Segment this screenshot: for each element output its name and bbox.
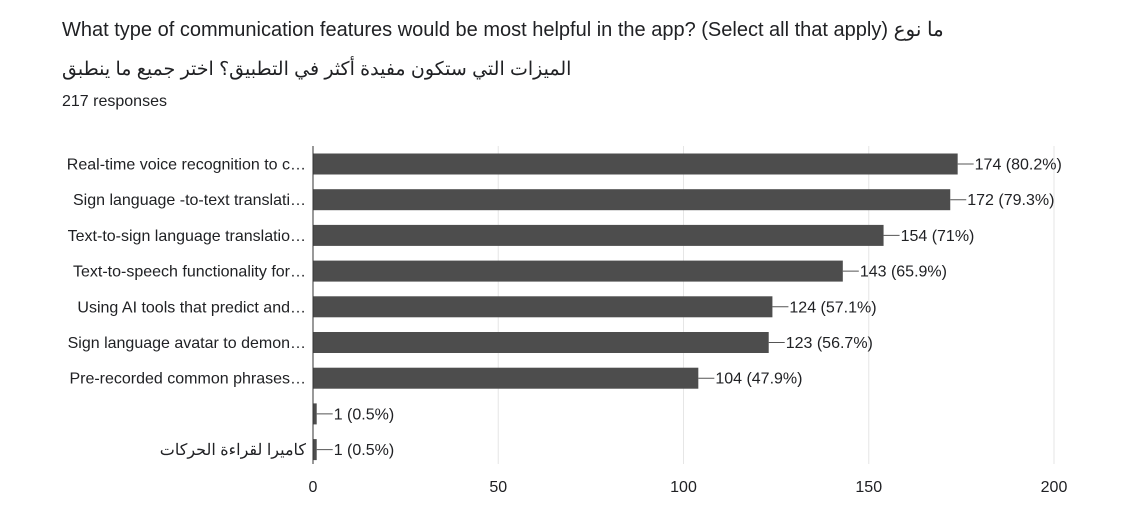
value-label: 1 (0.5%): [334, 406, 394, 423]
question-title-arabic: الميزات التي ستكون مفيدة أكثر في التطبيق…: [62, 59, 572, 80]
value-label: 143 (65.9%): [860, 264, 947, 281]
bar: [313, 296, 773, 318]
category-label: Text-to-sign language translatio…: [68, 228, 306, 245]
x-tick-label: 50: [489, 479, 507, 496]
bar: [313, 260, 843, 282]
value-label: 154 (71%): [901, 228, 975, 245]
value-label: 172 (79.3%): [967, 192, 1054, 209]
category-label: Using AI tools that predict and…: [77, 299, 306, 316]
bar: [313, 189, 951, 211]
x-tick-label: 100: [670, 479, 697, 496]
x-tick-label: 0: [309, 479, 318, 496]
bar: [313, 153, 958, 175]
x-tick-label: 200: [1041, 479, 1068, 496]
value-label: 1 (0.5%): [334, 442, 394, 459]
category-label: Text-to-speech functionality for…: [73, 264, 306, 281]
category-label: Sign language -to-text translati…: [73, 192, 306, 209]
bar: [313, 439, 317, 461]
category-label: Sign language avatar to demon…: [68, 335, 306, 352]
value-label: 174 (80.2%): [975, 157, 1062, 174]
value-label: 123 (56.7%): [786, 335, 873, 352]
response-count: 217 responses: [62, 93, 167, 110]
value-label: 104 (47.9%): [715, 371, 802, 388]
bar: [313, 332, 769, 353]
x-tick-label: 150: [855, 479, 882, 496]
bar: [313, 367, 699, 389]
category-label: Pre-recorded common phrases…: [69, 371, 306, 388]
bar: [313, 224, 884, 246]
bar: [313, 403, 317, 425]
category-label: Real-time voice recognition to c…: [67, 157, 306, 174]
value-label: 124 (57.1%): [789, 299, 876, 316]
category-label: كاميرا لقراءة الحركات: [160, 442, 307, 459]
question-title: What type of communication features woul…: [62, 19, 944, 41]
